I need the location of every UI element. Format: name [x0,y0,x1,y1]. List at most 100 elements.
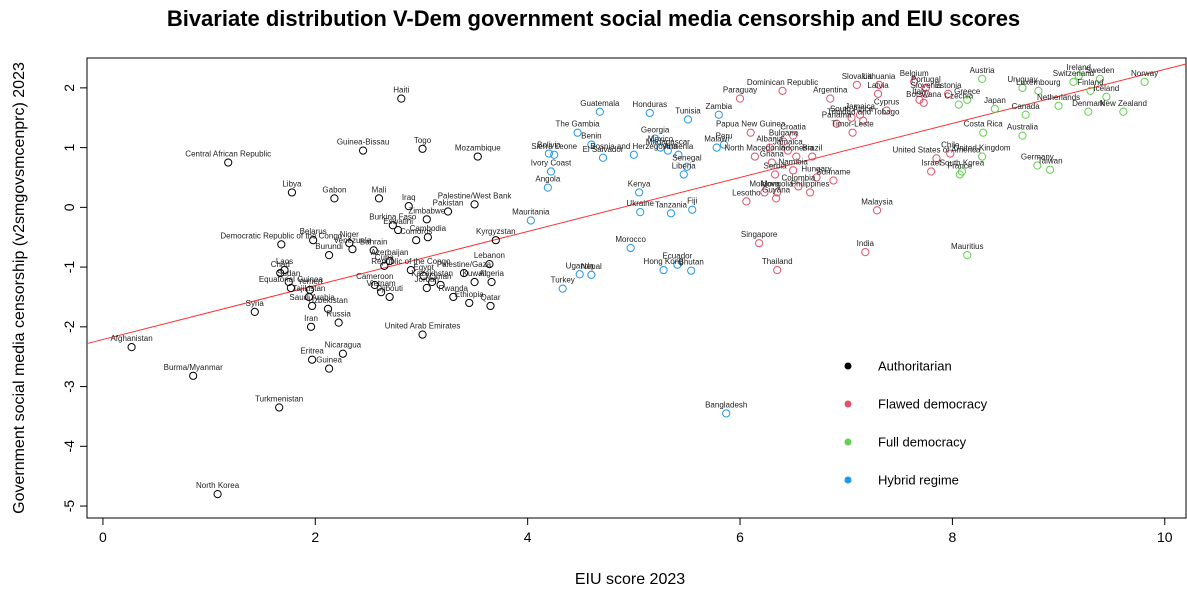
axis-ticks: 0 2 4 6 8 10 -5 -4 -3 -2 -1 0 1 2 [61,84,1173,545]
x-axis-title: EIU score 2023 [575,571,685,588]
point-label: Libya [282,179,302,188]
data-point [275,403,284,412]
point-label: North Korea [196,481,240,490]
point-label: Costa Rica [964,120,1004,129]
data-point [250,307,259,316]
data-point [746,128,755,137]
data-point [767,158,776,167]
point-label: Kuwait [463,269,488,278]
point-label: Bulgaria [769,129,799,138]
data-point [334,318,343,327]
data-point [558,284,567,293]
data-point [673,260,682,269]
data-point [1054,101,1063,110]
data-point [487,277,496,287]
point-label: Netherlands [1037,93,1080,102]
point-label: Afghanistan [110,334,152,343]
point-label: Kenya [628,179,651,188]
data-point [348,245,357,254]
data-point [1069,77,1078,86]
data-point [794,182,803,191]
data-point [330,194,339,203]
data-point [629,150,638,159]
point-label: Mauritius [951,242,983,251]
data-point [309,236,318,245]
data-point [852,80,861,89]
point-label: Togo [414,136,432,145]
point-label: Uganda [566,261,595,270]
point-label: Palestine/Gaza [437,260,492,269]
point-label: Chile [941,141,960,150]
data-point [473,152,482,161]
point-label: Switzerland [1053,69,1094,78]
data-point [779,137,788,146]
point-label: Dominican Republic [747,78,818,87]
data-point [650,134,660,143]
point-label: South Africa [830,105,874,114]
data-point [323,304,333,314]
data-point [465,298,474,308]
data-point [688,205,697,214]
point-label: Jamaica [773,138,803,147]
data-point [806,188,815,197]
data-point [720,140,729,149]
data-point [459,268,469,278]
data-point [712,143,721,152]
point-label: Panama [822,111,852,120]
data-point [772,194,781,203]
data-point [789,131,798,140]
x-tick-label: 10 [1157,529,1173,545]
data-point [443,207,453,216]
point-label: Lesotho [732,188,761,197]
point-label: Finland [1077,78,1103,87]
point-label: Honduras [632,100,667,109]
point-label: Egypt [413,263,434,272]
data-point [385,257,394,266]
data-point [859,116,868,125]
point-label: Niger [340,230,359,239]
data-point [338,349,348,358]
data-point [308,301,317,311]
point-label: United Arab Emirates [385,322,461,331]
point-label: Eswatini [383,217,413,226]
data-point [683,115,693,124]
data-point [919,98,928,107]
point-label: Slovenia [911,81,942,90]
point-label: Burkina Faso [369,212,417,221]
point-label: Ivory Coast [531,159,572,168]
data-point [955,170,964,179]
point-label: Armenia [664,142,694,151]
data-point [470,200,479,209]
point-label: The Gambia [556,120,601,129]
point-label: Philippines [791,179,830,188]
point-label: Thailand [762,257,793,266]
data-point [324,364,334,373]
point-label: Jordan [415,275,439,284]
point-label: Lebanon [474,251,505,260]
point-label: South Korea [940,159,985,168]
point-label: Saudi Arabia [289,293,335,302]
point-label: Mauritania [512,207,550,216]
point-label: Paraguay [723,86,757,95]
point-label: Fiji [687,197,697,206]
point-label: Turkmenistan [255,394,303,403]
point-label: Croatia [780,123,806,132]
data-point [418,144,427,153]
point-label: Moldova [749,179,780,188]
chart-title: Bivariate distribution V-Dem government … [166,6,1021,31]
point-label: Equatorial Guinea [259,275,324,284]
data-point [848,128,857,137]
x-tick-label: 0 [99,529,107,545]
data-point [861,248,870,257]
data-point [963,95,972,104]
data-point [656,143,665,152]
data-point [280,265,289,275]
data-point [412,236,421,245]
point-label: Guatemala [580,99,620,108]
data-point [308,355,317,364]
data-point [826,94,835,103]
point-label: Syria [246,299,265,308]
point-label: Serbia [764,161,788,170]
data-point [679,170,688,179]
data-point [1033,161,1042,170]
